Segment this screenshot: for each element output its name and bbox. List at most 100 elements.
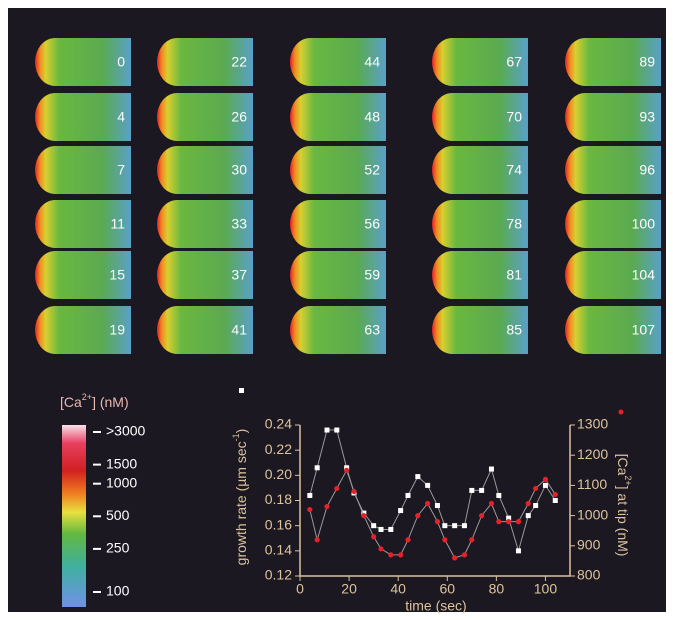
data-point <box>405 537 410 542</box>
data-point <box>526 513 531 518</box>
data-point <box>315 537 320 542</box>
data-point <box>425 483 430 488</box>
tube-time-label: 67 <box>506 54 522 70</box>
page: {"tube_labels": [0, 4, 7, 11, 15, 19, 22… <box>0 0 673 620</box>
data-point <box>388 527 393 532</box>
data-point <box>334 486 339 491</box>
data-point <box>415 513 420 518</box>
y2-tick-label: 900 <box>577 537 601 553</box>
tube-time-label: 63 <box>364 322 380 338</box>
label-sup: -1 <box>231 433 241 441</box>
label-sup: 2+ <box>623 475 633 485</box>
data-point <box>388 552 393 557</box>
data-point <box>371 523 376 528</box>
data-point <box>398 552 403 557</box>
tube-time-label: 93 <box>639 109 655 125</box>
data-point <box>553 498 558 503</box>
colorbar-tick-label: 100 <box>106 583 130 599</box>
data-point <box>371 534 376 539</box>
tube-time-label: 107 <box>632 322 656 338</box>
legend-marker <box>619 410 624 415</box>
data-point <box>489 501 494 506</box>
tube-time-label: 96 <box>639 162 655 178</box>
data-point <box>307 507 312 512</box>
colorbar-tick-label: 250 <box>106 540 130 556</box>
data-point <box>315 465 320 470</box>
x-tick-label: 0 <box>296 581 304 597</box>
data-point <box>452 555 457 560</box>
data-point <box>516 519 521 524</box>
tube-time-label: 33 <box>231 216 247 232</box>
y-tick-label: 0.18 <box>265 491 292 507</box>
data-point <box>479 513 484 518</box>
data-point <box>533 503 538 508</box>
title-part: ] (nM) <box>92 394 129 410</box>
data-point <box>435 503 440 508</box>
y-tick-label: 0.16 <box>265 516 292 532</box>
tube-time-label: 41 <box>231 322 247 338</box>
data-point <box>469 537 474 542</box>
data-point <box>469 488 474 493</box>
y-tick-label: 0.20 <box>265 466 292 482</box>
data-point <box>553 492 558 497</box>
colorbar <box>62 425 86 607</box>
x-tick-label: 40 <box>390 581 406 597</box>
tube-time-label: 56 <box>364 216 380 232</box>
tube-time-label: 19 <box>109 322 125 338</box>
y-tick-label: 0.12 <box>265 567 292 583</box>
data-point <box>378 546 383 551</box>
y-tick-label: 0.24 <box>265 416 292 432</box>
tube-time-label: 26 <box>231 109 247 125</box>
data-point <box>496 519 501 524</box>
label-part: [Ca <box>615 454 631 476</box>
tube-time-label: 7 <box>117 162 125 178</box>
tube-time-label: 44 <box>364 54 380 70</box>
data-point <box>496 493 501 498</box>
data-point <box>543 483 548 488</box>
data-point <box>543 477 548 482</box>
colorbar-tick-label: >3000 <box>106 423 146 439</box>
tube-time-label: 22 <box>231 54 247 70</box>
data-point <box>344 468 349 473</box>
tube-time-label: 37 <box>231 267 247 283</box>
data-point <box>334 428 339 433</box>
tube-time-label: 30 <box>231 162 247 178</box>
tube-time-label: 4 <box>117 109 125 125</box>
data-point <box>479 488 484 493</box>
label-part: growth rate (µm sec <box>233 441 249 565</box>
tube-time-label: 78 <box>506 216 522 232</box>
data-point <box>442 537 447 542</box>
data-point <box>325 428 330 433</box>
x-tick-label: 60 <box>439 581 455 597</box>
colorbar-tick-label: 1500 <box>106 455 137 471</box>
tube-time-label: 89 <box>639 54 655 70</box>
tube-time-label: 81 <box>506 267 522 283</box>
data-point <box>398 508 403 513</box>
legend-marker <box>239 388 244 393</box>
x-tick-label: 80 <box>489 581 505 597</box>
title-sup: 2+ <box>82 392 92 402</box>
data-point <box>415 474 420 479</box>
colorbar-title: [Ca2+] (nM) <box>60 392 129 409</box>
x-tick-label: 100 <box>534 581 558 597</box>
tube-time-label: 0 <box>117 54 125 70</box>
tube-time-label: 11 <box>110 216 125 232</box>
data-point <box>435 519 440 524</box>
x-axis-label: time (sec) <box>405 598 466 614</box>
data-point <box>351 489 356 494</box>
data-point <box>526 501 531 506</box>
y-axis-label: growth rate (µm sec-1) <box>231 429 248 566</box>
y2-tick-label: 1000 <box>577 506 608 522</box>
colorbar-tick-label: 500 <box>106 507 130 523</box>
label-part: ] at tip (nM) <box>615 486 631 557</box>
y2-tick-label: 800 <box>577 567 601 583</box>
tube-time-label: 100 <box>632 216 656 232</box>
y-tick-label: 0.14 <box>265 542 292 558</box>
label-part: ) <box>233 429 249 434</box>
figure: [Ca2+] (nM) time (sec) growth rate (µm s… <box>0 0 673 620</box>
data-point <box>452 523 457 528</box>
title-part: [Ca <box>60 394 82 410</box>
tube-time-label: 52 <box>364 162 380 178</box>
tube-time-label: 15 <box>109 267 125 283</box>
data-point <box>307 493 312 498</box>
